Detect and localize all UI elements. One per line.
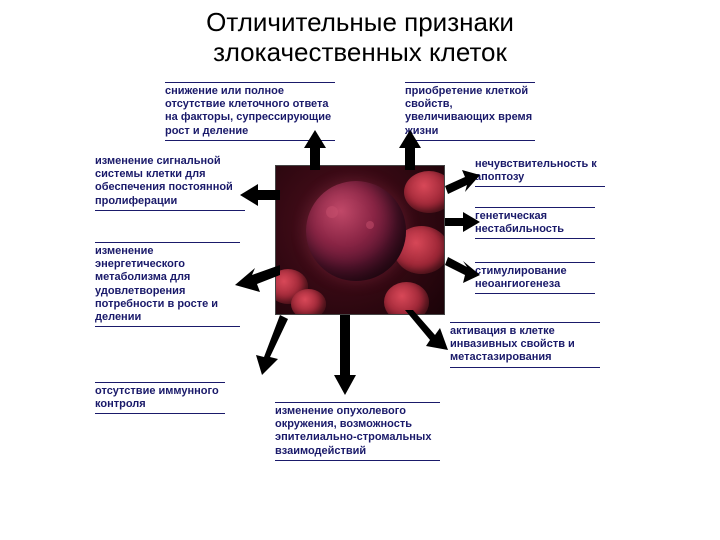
title-line-2: злокачественных клеток xyxy=(213,37,507,67)
arrow-up-left xyxy=(300,130,330,170)
arrow-down xyxy=(330,315,360,395)
arrow-up-right xyxy=(395,130,425,170)
label-text: стимулирование неоангиогенеза xyxy=(475,265,567,290)
label-left-3: отсутствие иммунного контроля xyxy=(95,380,225,416)
label-right-1: нечувствительность к апоптозу xyxy=(475,158,605,189)
label-text: приобретение клеткой свойств, увеличиваю… xyxy=(405,85,532,137)
arrow-right-2 xyxy=(445,210,480,234)
label-text: нечувствительность к апоптозу xyxy=(475,158,597,183)
label-text: активация в клетке инвазивных свойств и … xyxy=(450,325,575,363)
label-text: изменение сигнальной системы клетки для … xyxy=(95,155,233,207)
arrow-right-1 xyxy=(445,170,480,198)
red-blood-cell xyxy=(404,171,445,213)
label-text: генетическая нестабильность xyxy=(475,210,564,235)
arrow-right-3 xyxy=(445,255,480,283)
title-line-1: Отличительные признаки xyxy=(206,7,514,37)
arrow-down-left xyxy=(250,315,290,375)
label-text: отсутствие иммунного контроля xyxy=(95,385,219,410)
label-right-2: генетическая нестабильность xyxy=(475,205,595,241)
page-title: Отличительные признаки злокачественных к… xyxy=(0,0,720,68)
cancer-cell xyxy=(306,181,406,281)
label-right-3: стимулирование неоангиогенеза xyxy=(475,260,595,296)
diagram-area: снижение или полное отсутствие клеточног… xyxy=(0,80,720,540)
cell-image xyxy=(275,165,445,315)
arrow-down-right xyxy=(400,310,450,350)
label-text: изменение энергетического метаболизма дл… xyxy=(95,245,218,323)
label-bottom: изменение опухолевого окружения, возможн… xyxy=(275,400,440,463)
label-text: изменение опухолевого окружения, возможн… xyxy=(275,405,431,457)
label-right-4: активация в клетке инвазивных свойств и … xyxy=(450,320,600,370)
arrow-left-1 xyxy=(240,180,280,210)
label-left-2: изменение энергетического метаболизма дл… xyxy=(95,240,240,329)
label-left-1: изменение сигнальной системы клетки для … xyxy=(95,155,245,213)
label-text: снижение или полное отсутствие клеточног… xyxy=(165,85,331,137)
arrow-left-2 xyxy=(235,260,280,295)
red-blood-cell xyxy=(291,289,326,315)
